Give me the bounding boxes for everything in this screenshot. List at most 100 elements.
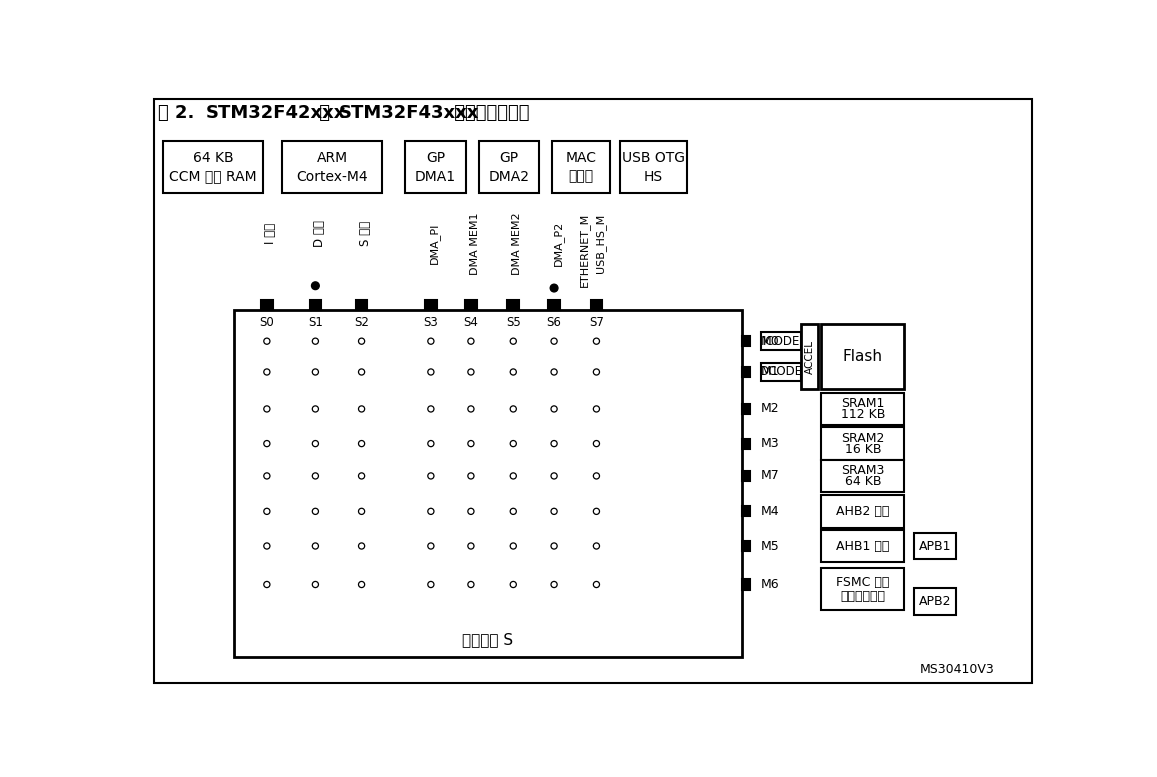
Text: Flash: Flash xyxy=(842,349,883,364)
Bar xyxy=(821,495,905,528)
Circle shape xyxy=(594,338,599,344)
Circle shape xyxy=(312,473,318,479)
Circle shape xyxy=(359,338,364,344)
Text: STM32F43xxx: STM32F43xxx xyxy=(339,104,479,122)
Text: MS30410V3: MS30410V3 xyxy=(920,663,995,676)
Text: AHB2 外设: AHB2 外设 xyxy=(837,505,890,517)
Circle shape xyxy=(467,441,474,447)
Circle shape xyxy=(428,543,434,549)
Circle shape xyxy=(551,406,558,412)
Circle shape xyxy=(551,338,558,344)
Bar xyxy=(479,141,539,193)
Text: AHB1 外设: AHB1 外设 xyxy=(837,539,890,552)
Circle shape xyxy=(594,406,599,412)
Circle shape xyxy=(264,581,270,587)
Bar xyxy=(163,141,263,193)
Text: S2: S2 xyxy=(354,316,369,329)
Circle shape xyxy=(428,441,434,447)
Text: D 总线: D 总线 xyxy=(312,220,326,247)
Text: CCM 数据 RAM: CCM 数据 RAM xyxy=(169,169,257,183)
Text: STM32F42xxx: STM32F42xxx xyxy=(205,104,346,122)
Circle shape xyxy=(359,369,364,375)
Bar xyxy=(742,580,750,590)
Text: S 总线: S 总线 xyxy=(359,221,371,246)
Bar xyxy=(742,367,750,377)
Text: 16 KB: 16 KB xyxy=(845,443,882,455)
Circle shape xyxy=(467,369,474,375)
Text: 112 KB: 112 KB xyxy=(841,408,885,421)
Bar xyxy=(405,141,465,193)
Text: M1: M1 xyxy=(760,365,779,378)
Text: DCODE: DCODE xyxy=(760,365,803,378)
Circle shape xyxy=(428,473,434,479)
Circle shape xyxy=(594,508,599,514)
Text: FSMC 静态: FSMC 静态 xyxy=(837,576,890,588)
Bar xyxy=(821,392,905,425)
Circle shape xyxy=(551,543,558,549)
Circle shape xyxy=(551,441,558,447)
Circle shape xyxy=(264,441,270,447)
Circle shape xyxy=(359,508,364,514)
Circle shape xyxy=(467,406,474,412)
Text: DMA_PI: DMA_PI xyxy=(429,223,440,264)
Circle shape xyxy=(467,338,474,344)
Bar xyxy=(465,301,477,310)
Circle shape xyxy=(264,406,270,412)
Circle shape xyxy=(312,406,318,412)
Text: APB1: APB1 xyxy=(919,539,951,552)
Circle shape xyxy=(264,338,270,344)
Text: HS: HS xyxy=(643,169,663,183)
Text: ETHERNET_M: ETHERNET_M xyxy=(578,212,590,287)
Text: 总线矩阵 S: 总线矩阵 S xyxy=(463,632,514,647)
Text: M7: M7 xyxy=(760,469,779,483)
Text: M6: M6 xyxy=(760,578,779,591)
Circle shape xyxy=(510,508,516,514)
Bar xyxy=(742,438,750,448)
Text: ARM: ARM xyxy=(317,151,348,165)
Circle shape xyxy=(359,406,364,412)
Text: 存储器控制器: 存储器控制器 xyxy=(840,590,885,603)
Bar xyxy=(310,301,322,310)
Text: 以太网: 以太网 xyxy=(568,169,594,183)
Bar xyxy=(821,530,905,563)
Circle shape xyxy=(312,441,318,447)
Text: SRAM3: SRAM3 xyxy=(841,464,885,477)
Bar xyxy=(821,568,905,610)
Text: M0: M0 xyxy=(760,335,779,347)
Circle shape xyxy=(428,369,434,375)
Text: S4: S4 xyxy=(464,316,478,329)
Bar xyxy=(591,301,602,310)
Bar xyxy=(761,332,802,350)
Bar xyxy=(282,141,382,193)
Text: SRAM1: SRAM1 xyxy=(841,397,885,410)
Bar xyxy=(261,301,273,310)
Bar xyxy=(761,363,802,382)
Text: DMA2: DMA2 xyxy=(488,169,529,183)
Text: 64 KB: 64 KB xyxy=(193,151,234,165)
Circle shape xyxy=(359,441,364,447)
Text: DMA_P2: DMA_P2 xyxy=(553,221,563,266)
Text: 图 2.: 图 2. xyxy=(159,104,194,122)
Circle shape xyxy=(551,473,558,479)
Circle shape xyxy=(467,473,474,479)
Bar xyxy=(425,301,436,310)
Circle shape xyxy=(551,369,558,375)
Text: S3: S3 xyxy=(423,316,439,329)
Text: ICODE: ICODE xyxy=(762,335,799,347)
Circle shape xyxy=(428,338,434,344)
Circle shape xyxy=(312,581,318,587)
Text: M4: M4 xyxy=(760,505,779,517)
Bar xyxy=(508,301,519,310)
Circle shape xyxy=(510,338,516,344)
Bar xyxy=(234,310,742,657)
Text: ACCEL: ACCEL xyxy=(805,340,815,374)
Circle shape xyxy=(510,369,516,375)
Circle shape xyxy=(594,473,599,479)
Text: Cortex-M4: Cortex-M4 xyxy=(296,169,368,183)
Circle shape xyxy=(312,543,318,549)
Circle shape xyxy=(551,581,558,587)
Circle shape xyxy=(510,406,516,412)
Text: SRAM2: SRAM2 xyxy=(841,431,885,444)
Text: M2: M2 xyxy=(760,402,779,416)
Bar xyxy=(821,427,905,460)
